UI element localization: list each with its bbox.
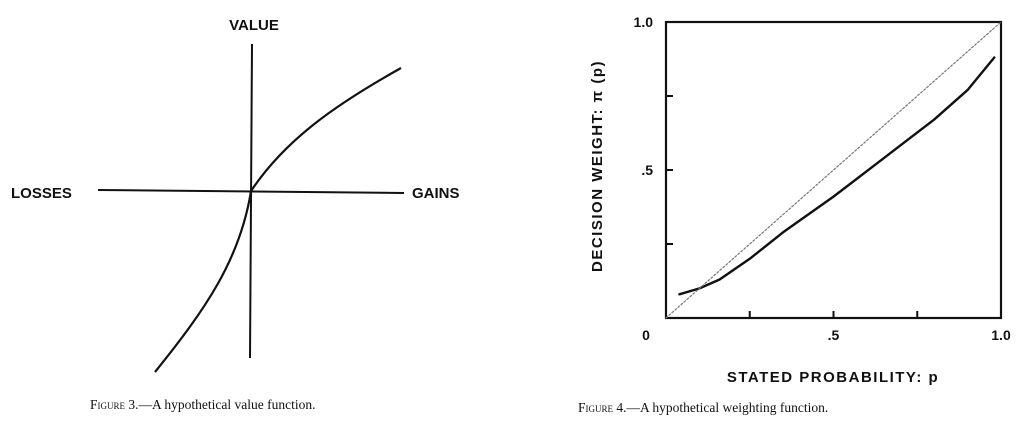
x-tick-label: 1.0 <box>991 327 1011 343</box>
weighting-curve <box>678 56 996 296</box>
y-tick-label: .5 <box>641 162 653 178</box>
figure-4-caption: Figure 4.—A hypothetical weighting funct… <box>578 400 828 416</box>
value-curve-losses <box>154 190 253 373</box>
value-function-diagram: VALUE LOSSES GAINS <box>11 17 460 373</box>
losses-label: LOSSES <box>11 185 72 202</box>
y-tick-label: 1.0 <box>634 14 654 30</box>
value-label: VALUE <box>229 17 279 34</box>
x-axis-title: STATED PROBABILITY: p <box>727 369 939 386</box>
diagonal-reference-line <box>665 21 1002 319</box>
x-tick-label: .5 <box>828 327 840 343</box>
figure-4-caption-text: —A hypothetical weighting function. <box>626 400 829 415</box>
y-axis-ticks <box>666 95 673 245</box>
value-curve-gains <box>250 67 402 192</box>
x-axis-ticks <box>748 311 919 318</box>
figure-3-caption-label: Figure 3. <box>90 397 139 412</box>
figure-4: 0 .5 1.0 1.0 .5 STATED PROBABILITY: p DECISI… <box>510 0 1023 423</box>
x-tick-label: 0 <box>642 327 650 343</box>
weighting-function-chart: 0 .5 1.0 1.0 .5 STATED PROBABILITY: p DECISI… <box>589 14 1011 386</box>
figure-3-caption-text: —A hypothetical value function. <box>138 397 316 412</box>
figure-3: VALUE LOSSES GAINS Figure 3.—A hypotheti… <box>0 0 510 423</box>
tick-labels: 0 .5 1.0 1.0 .5 <box>634 14 1011 343</box>
y-axis-title: DECISION WEIGHT: π (p) <box>589 60 606 272</box>
figure-4-caption-label: Figure 4. <box>578 400 627 415</box>
value-axis <box>249 43 253 359</box>
figure-3-caption: Figure 3.—A hypothetical value function. <box>90 397 315 413</box>
gains-label: GAINS <box>412 185 460 202</box>
series-group <box>665 21 1002 319</box>
